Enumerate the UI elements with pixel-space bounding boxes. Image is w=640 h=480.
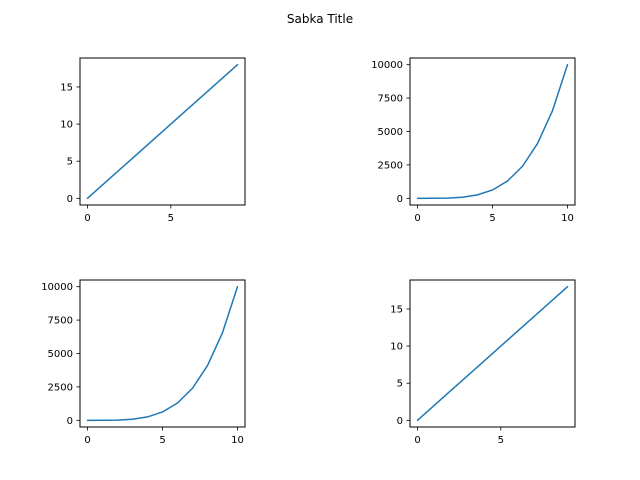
- series-line: [86, 285, 239, 422]
- y-tick-label: 5: [397, 379, 403, 390]
- y-tick-label: 15: [60, 82, 73, 93]
- subplot-top-left: 0 5 0 5 10 15: [60, 57, 246, 224]
- x-tick-label: 10: [561, 213, 574, 224]
- x-tick-label: 5: [168, 213, 174, 224]
- x-tick-label: 0: [414, 435, 420, 446]
- y-tick-label: 10000: [371, 60, 403, 71]
- y-tick-label: 7500: [378, 94, 403, 105]
- y-tick-label: 7500: [48, 316, 73, 327]
- x-tick-label: 0: [84, 435, 90, 446]
- axes-frame: [79, 279, 246, 428]
- y-tick-label: 2500: [378, 160, 403, 171]
- series-line: [416, 63, 569, 200]
- x-tick-label: 5: [159, 435, 165, 446]
- y-tick-label: 0: [397, 416, 403, 427]
- y-tick-label: 10: [60, 120, 73, 131]
- axes-frame: [409, 57, 576, 206]
- x-tick-label: 10: [231, 435, 244, 446]
- y-tick-label: 10: [390, 342, 403, 353]
- y-tick-label: 5: [67, 157, 73, 168]
- series-line: [416, 285, 569, 422]
- figure-title: Sabka Title: [287, 12, 353, 26]
- y-tick-label: 5000: [48, 349, 73, 360]
- subplot-bottom-left: 0 5 10 0 2500 5000 7500 10000: [41, 279, 246, 446]
- y-tick-label: 5000: [378, 127, 403, 138]
- y-tick-label: 10000: [41, 282, 73, 293]
- y-tick-label: 0: [67, 416, 73, 427]
- x-tick-label: 5: [489, 213, 495, 224]
- x-tick-label: 0: [414, 213, 420, 224]
- subplot-bottom-right: 0 5 0 5 10 15: [390, 279, 576, 446]
- series-line: [86, 63, 239, 200]
- y-tick-label: 15: [390, 304, 403, 315]
- y-tick-label: 0: [67, 194, 73, 205]
- x-tick-label: 5: [498, 435, 504, 446]
- y-tick-label: 2500: [48, 382, 73, 393]
- y-tick-label: 0: [397, 194, 403, 205]
- subplot-top-right: 0 5 10 0 2500 5000 7500 10000: [371, 57, 576, 224]
- x-tick-label: 0: [84, 213, 90, 224]
